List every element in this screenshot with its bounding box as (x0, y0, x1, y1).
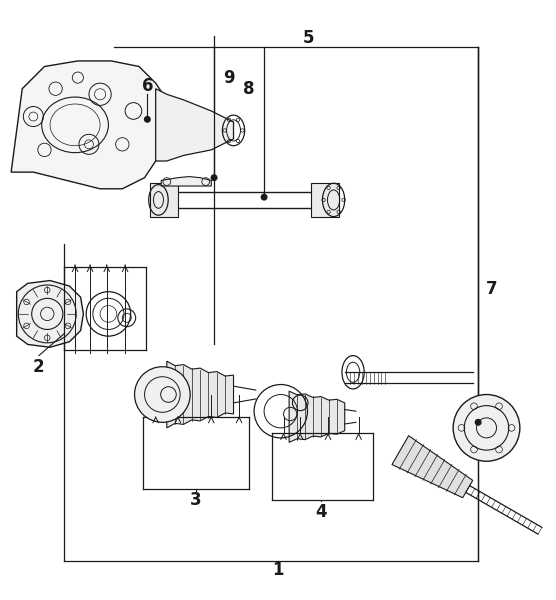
Polygon shape (11, 61, 172, 189)
Text: 9: 9 (224, 68, 235, 86)
Text: 7: 7 (486, 280, 498, 298)
Circle shape (453, 395, 520, 461)
Circle shape (261, 194, 267, 200)
Polygon shape (17, 281, 83, 347)
Polygon shape (289, 391, 345, 442)
Circle shape (475, 419, 481, 425)
Text: 1: 1 (272, 560, 284, 578)
Circle shape (145, 116, 150, 122)
Polygon shape (156, 89, 234, 161)
Polygon shape (167, 361, 234, 428)
Circle shape (135, 367, 190, 422)
Text: 6: 6 (142, 77, 153, 95)
Polygon shape (311, 183, 339, 217)
Polygon shape (161, 176, 211, 186)
Circle shape (211, 175, 217, 181)
Text: 5: 5 (303, 29, 314, 47)
Text: 3: 3 (190, 491, 201, 509)
Text: 2: 2 (33, 358, 44, 376)
Polygon shape (150, 183, 178, 217)
Polygon shape (392, 436, 473, 498)
Text: 8: 8 (244, 80, 255, 98)
Text: 4: 4 (316, 503, 327, 521)
